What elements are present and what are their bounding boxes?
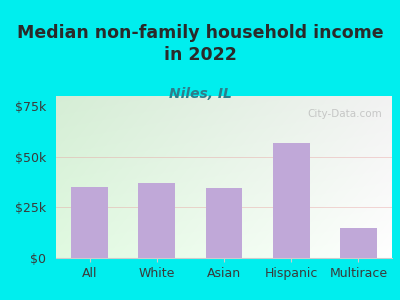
Bar — [138, 183, 175, 258]
Bar — [71, 187, 108, 258]
Bar — [340, 228, 377, 258]
Text: Niles, IL: Niles, IL — [168, 87, 232, 101]
Text: City-Data.com: City-Data.com — [307, 109, 382, 119]
Bar — [273, 142, 310, 258]
Text: Median non-family household income
in 2022: Median non-family household income in 20… — [17, 24, 383, 64]
Bar — [206, 188, 242, 258]
